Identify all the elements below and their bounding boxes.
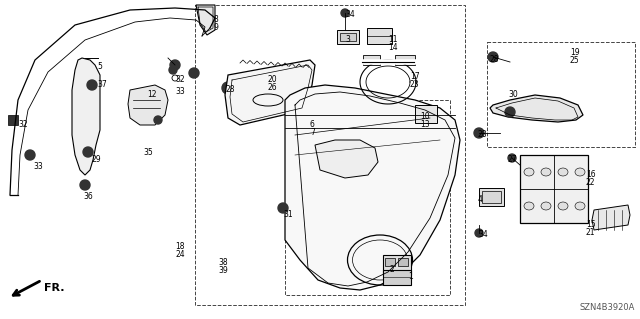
Bar (383, 270, 411, 285)
Text: 32: 32 (18, 120, 28, 129)
Text: 25: 25 (570, 56, 580, 65)
Text: 21: 21 (586, 228, 595, 237)
Text: 35: 35 (143, 148, 153, 157)
Circle shape (87, 80, 97, 90)
Text: 34: 34 (345, 10, 355, 19)
Text: 3: 3 (345, 35, 350, 44)
Circle shape (475, 229, 483, 237)
Ellipse shape (524, 202, 534, 210)
Text: 22: 22 (586, 178, 595, 187)
Text: 28: 28 (490, 55, 499, 64)
Text: 24: 24 (175, 250, 184, 259)
Ellipse shape (541, 202, 551, 210)
Ellipse shape (575, 168, 585, 176)
Text: 8: 8 (213, 15, 218, 24)
Text: 30: 30 (508, 90, 518, 99)
Polygon shape (72, 58, 100, 175)
Text: 33: 33 (175, 87, 185, 96)
Text: 33: 33 (33, 162, 43, 171)
Circle shape (488, 52, 498, 62)
Bar (487, 42, 635, 147)
Polygon shape (395, 55, 415, 65)
Text: SZN4B3920A: SZN4B3920A (580, 303, 635, 312)
Bar (482, 191, 501, 203)
Ellipse shape (524, 168, 534, 176)
Text: 9: 9 (213, 23, 218, 32)
Text: 19: 19 (570, 48, 580, 57)
Ellipse shape (541, 168, 551, 176)
Text: 28: 28 (225, 85, 234, 94)
Circle shape (169, 66, 177, 74)
Text: 15: 15 (586, 220, 596, 229)
Circle shape (222, 82, 234, 94)
Bar (415, 105, 437, 123)
Bar (479, 188, 504, 206)
Text: 29: 29 (92, 155, 102, 164)
Text: 37: 37 (97, 80, 107, 89)
Text: 27: 27 (508, 155, 518, 164)
Text: 34: 34 (478, 230, 488, 239)
Bar (520, 155, 588, 223)
Text: FR.: FR. (44, 283, 65, 293)
Bar (195, 5, 465, 305)
Bar (337, 30, 359, 44)
Circle shape (154, 116, 162, 124)
Text: 5: 5 (97, 62, 102, 71)
Bar (285, 100, 450, 295)
Polygon shape (315, 140, 378, 178)
Text: 18: 18 (175, 242, 184, 251)
Circle shape (170, 60, 180, 70)
Text: 26: 26 (268, 83, 278, 92)
Text: 4: 4 (478, 195, 483, 204)
Circle shape (278, 203, 288, 213)
Text: 10: 10 (420, 112, 429, 121)
Circle shape (508, 154, 516, 162)
Bar (385, 258, 395, 266)
Text: 14: 14 (388, 43, 397, 52)
Circle shape (505, 107, 515, 117)
Text: 32: 32 (175, 75, 184, 84)
Circle shape (341, 9, 349, 17)
Polygon shape (128, 85, 168, 125)
Text: 2: 2 (390, 265, 395, 274)
Text: 31: 31 (283, 210, 292, 219)
Text: 13: 13 (420, 120, 429, 129)
Bar (367, 28, 392, 44)
Text: 17: 17 (410, 72, 420, 81)
Ellipse shape (558, 202, 568, 210)
Text: 36: 36 (83, 192, 93, 201)
Text: 7: 7 (310, 128, 315, 137)
Ellipse shape (575, 202, 585, 210)
Text: 12: 12 (147, 90, 157, 99)
Polygon shape (196, 5, 215, 35)
Text: 16: 16 (586, 170, 596, 179)
Text: 20: 20 (268, 75, 278, 84)
Text: 11: 11 (388, 35, 397, 44)
Text: 39: 39 (218, 266, 228, 275)
Polygon shape (285, 85, 460, 290)
Text: 6: 6 (310, 120, 315, 129)
Circle shape (83, 147, 93, 157)
Circle shape (189, 68, 199, 78)
Bar (8, 115, 18, 125)
Bar (398, 258, 408, 266)
Polygon shape (592, 205, 630, 230)
Polygon shape (363, 55, 380, 65)
Polygon shape (490, 95, 583, 122)
Text: 28: 28 (478, 130, 488, 139)
Circle shape (474, 128, 484, 138)
Circle shape (25, 150, 35, 160)
Text: 1: 1 (408, 272, 413, 281)
Bar (383, 255, 411, 275)
Ellipse shape (558, 168, 568, 176)
Text: 23: 23 (410, 80, 420, 89)
Circle shape (80, 180, 90, 190)
Bar (340, 33, 356, 41)
Text: 38: 38 (218, 258, 228, 267)
Polygon shape (225, 60, 315, 125)
